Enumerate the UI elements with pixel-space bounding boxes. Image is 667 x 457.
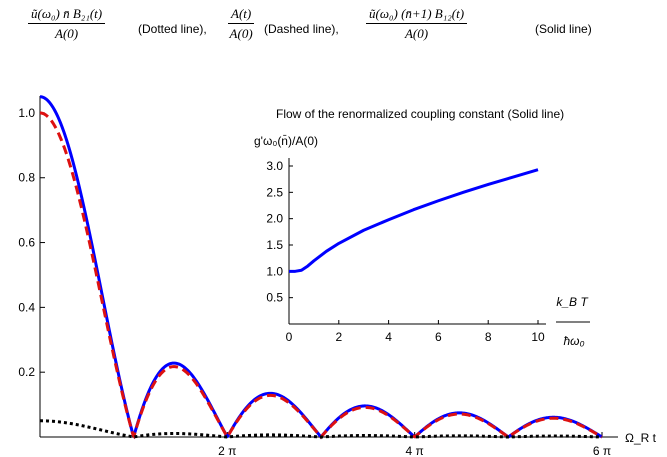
inset-x-tick-label: 4 <box>385 330 392 344</box>
inset-x-label-numerator: k_B T <box>556 295 589 309</box>
fraction-bar <box>366 23 468 24</box>
inset-title: Flow of the renormalized coupling consta… <box>276 107 564 121</box>
formula-header: ũ(ω₀) n̄ B₂₁(t) A(0) (Dotted line), A(t)… <box>0 0 667 80</box>
series-line-dashed <box>39 111 603 440</box>
inset-x-tick-label: 8 <box>485 330 492 344</box>
inset-series-line-coupling <box>289 168 539 273</box>
formula-solid-denominator: A(0) <box>404 26 429 41</box>
inset-y-tick-label: 1.5 <box>266 238 283 252</box>
formula-dashed-numerator: A(t) <box>231 6 252 21</box>
formula-solid-fraction: ũ(ω₀) (n̄+1) B₁₂(t) A(0) <box>366 6 468 41</box>
main-axes: 0.2 0.4 0.6 0.8 1.0 2 π 4 π 6 π Ω_R t <box>18 96 657 457</box>
inset-axes: 0.5 1.0 1.5 2.0 2.5 3.0 0 2 4 6 8 10 Flow of the ren… <box>254 107 590 348</box>
y-tick-label: 0.4 <box>18 300 35 314</box>
solid-line-tag: (Solid line) <box>535 22 592 36</box>
inset-chart: 0.5 1.0 1.5 2.0 2.5 3.0 0 2 4 6 8 10 Flow of the ren… <box>254 107 590 348</box>
formula-dashed-denominator: A(0) <box>229 26 253 41</box>
formula-dotted-fraction: ũ(ω₀) n̄ B₂₁(t) A(0) <box>28 6 106 41</box>
formula-dashed-fraction: A(t) A(0) <box>228 6 255 41</box>
inset-y-tick-label: 2.0 <box>266 212 283 226</box>
inset-series <box>289 168 539 273</box>
inset-x-tick-label: 2 <box>335 330 342 344</box>
inset-y-axis-label: g'ω₀(n̄)/A(0) <box>254 134 318 148</box>
x-tick-label: 4 π <box>406 444 424 457</box>
series-line-solid <box>39 95 603 440</box>
inset-x-tick-label: 6 <box>435 330 442 344</box>
dashed-line-tag: (Dashed line), <box>264 22 339 36</box>
y-tick-label: 0.2 <box>18 365 35 379</box>
inset-y-tick-label: 0.5 <box>266 291 283 305</box>
inset-y-tick-label: 2.5 <box>266 185 283 199</box>
formula-solid-numerator: ũ(ω₀) (n̄+1) B₁₂(t) <box>369 6 465 21</box>
dotted-line-tag: (Dotted line), <box>138 22 207 36</box>
x-tick-label: 2 π <box>218 444 236 457</box>
inset-x-tick-label: 0 <box>286 330 293 344</box>
inset-x-label-denominator: ħω₀ <box>563 334 584 348</box>
x-axis-label: Ω_R t <box>625 431 657 445</box>
inset-y-tick-label: 3.0 <box>266 159 283 173</box>
main-series <box>39 95 603 440</box>
fraction-bar <box>228 23 255 24</box>
formula-dotted-numerator: ũ(ω₀) n̄ B₂₁(t) <box>31 6 103 21</box>
fraction-bar <box>28 23 106 24</box>
x-tick-label: 6 π <box>593 444 611 457</box>
y-tick-label: 0.6 <box>18 236 35 250</box>
y-tick-label: 0.8 <box>18 171 35 185</box>
y-tick-label: 1.0 <box>18 106 35 120</box>
inset-y-tick-label: 1.0 <box>266 264 283 278</box>
inset-x-tick-label: 10 <box>531 330 545 344</box>
series-line-dotted <box>40 419 603 439</box>
formula-dotted-denominator: A(0) <box>55 26 79 41</box>
